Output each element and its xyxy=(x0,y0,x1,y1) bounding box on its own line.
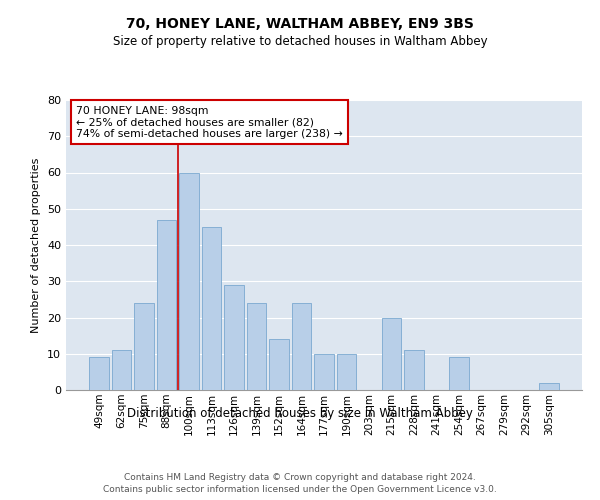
Bar xyxy=(179,172,199,390)
Text: Size of property relative to detached houses in Waltham Abbey: Size of property relative to detached ho… xyxy=(113,35,487,48)
Text: Distribution of detached houses by size in Waltham Abbey: Distribution of detached houses by size … xyxy=(127,408,473,420)
Bar xyxy=(269,339,289,390)
Bar xyxy=(404,350,424,390)
Bar xyxy=(89,358,109,390)
Bar xyxy=(539,383,559,390)
Text: Contains public sector information licensed under the Open Government Licence v3: Contains public sector information licen… xyxy=(103,485,497,494)
Bar xyxy=(202,227,221,390)
Bar xyxy=(157,220,176,390)
Bar xyxy=(449,358,469,390)
Bar xyxy=(382,318,401,390)
Bar xyxy=(134,303,154,390)
Bar xyxy=(337,354,356,390)
Bar xyxy=(247,303,266,390)
Text: 70, HONEY LANE, WALTHAM ABBEY, EN9 3BS: 70, HONEY LANE, WALTHAM ABBEY, EN9 3BS xyxy=(126,18,474,32)
Text: 70 HONEY LANE: 98sqm
← 25% of detached houses are smaller (82)
74% of semi-detac: 70 HONEY LANE: 98sqm ← 25% of detached h… xyxy=(76,106,343,139)
Bar xyxy=(224,285,244,390)
Y-axis label: Number of detached properties: Number of detached properties xyxy=(31,158,41,332)
Bar xyxy=(314,354,334,390)
Bar xyxy=(112,350,131,390)
Text: Contains HM Land Registry data © Crown copyright and database right 2024.: Contains HM Land Registry data © Crown c… xyxy=(124,472,476,482)
Bar xyxy=(292,303,311,390)
